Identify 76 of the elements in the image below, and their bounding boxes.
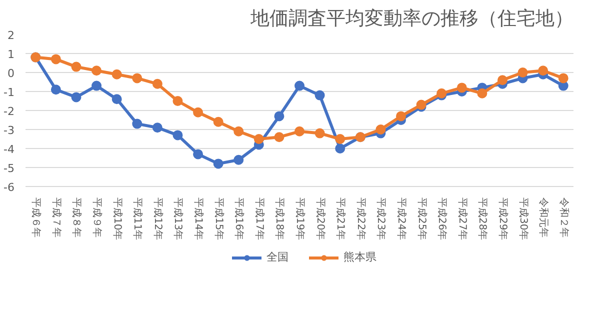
x-tick-label: 平成26年 — [436, 198, 448, 240]
y-tick-label: -2 — [4, 105, 14, 118]
point — [396, 111, 406, 122]
x-tick-label: 平成11年 — [132, 198, 144, 240]
y-tick-label: -6 — [4, 181, 14, 194]
y-tick-label: -5 — [4, 162, 14, 175]
point — [274, 132, 284, 142]
point — [477, 88, 488, 98]
y-tick-label: 0 — [8, 67, 14, 80]
y-tick-label: -3 — [4, 124, 14, 137]
x-tick-label: 平成22年 — [354, 198, 367, 240]
point — [314, 90, 325, 100]
y-tick-label: 2 — [8, 29, 14, 42]
point — [132, 73, 142, 84]
x-tick-label: 平成13年 — [172, 198, 184, 240]
x-tick-label: 平成27年 — [456, 198, 468, 240]
point — [538, 66, 548, 76]
point — [71, 62, 82, 72]
point — [132, 118, 142, 129]
point — [558, 73, 568, 84]
point — [112, 94, 122, 104]
point — [193, 107, 204, 118]
point — [254, 134, 264, 144]
x-tick-label: 平成７年 — [50, 198, 62, 238]
x-tick-label: 令和２年 — [558, 198, 570, 238]
x-tick-label: 平成25年 — [416, 198, 428, 240]
point — [274, 111, 284, 122]
point — [497, 75, 508, 86]
point — [71, 92, 82, 102]
point — [376, 124, 386, 134]
point — [152, 122, 162, 133]
x-tick-label: 平成21年 — [334, 198, 347, 240]
point — [234, 126, 244, 136]
point — [172, 96, 183, 106]
point — [335, 144, 346, 154]
point — [92, 80, 102, 91]
x-tick-label: 令和元年 — [538, 198, 550, 238]
x-tick-label: 平成８年 — [70, 198, 83, 238]
x-tick-label: 平成20年 — [314, 198, 326, 240]
x-tick-label: 平成15年 — [212, 198, 225, 240]
point — [294, 80, 304, 91]
x-tick-label: 平成10年 — [111, 198, 124, 240]
point — [172, 130, 183, 140]
x-tick-label: 平成16年 — [233, 198, 246, 240]
point — [92, 66, 102, 76]
point — [234, 154, 244, 165]
x-tick-label: 平成30年 — [517, 198, 530, 240]
point — [518, 68, 528, 78]
legend-label: 熊本県 — [344, 250, 376, 264]
x-tick-label: 平成９年 — [91, 198, 104, 238]
point — [456, 82, 467, 93]
x-tick-label: 平成29年 — [496, 198, 509, 240]
point — [213, 158, 224, 169]
point — [50, 54, 61, 64]
point — [335, 134, 346, 144]
chart-title: 地価調査平均変動率の推移（住宅地） — [250, 8, 574, 30]
x-tick-label: 平成６年 — [30, 198, 42, 238]
x-tick-label: 平成14年 — [192, 198, 205, 240]
x-tick-label: 平成18年 — [274, 198, 286, 240]
x-tick-label: 平成19年 — [294, 198, 306, 240]
point — [112, 69, 122, 80]
point — [213, 116, 224, 127]
y-tick-label: -1 — [4, 86, 14, 99]
x-tick-label: 平成12年 — [152, 198, 164, 240]
point — [314, 128, 325, 138]
x-tick-label: 平成24年 — [395, 198, 408, 240]
legend-label: 全国 — [266, 250, 288, 264]
x-tick-label: 平成17年 — [253, 198, 266, 240]
x-tick-label: 平成28年 — [476, 198, 489, 240]
y-tick-label: -4 — [4, 143, 14, 156]
point — [193, 149, 204, 160]
point — [294, 126, 304, 136]
point — [152, 78, 162, 89]
x-tick-label: 平成23年 — [375, 198, 388, 240]
point — [50, 84, 61, 95]
y-tick-label: 1 — [8, 48, 14, 61]
